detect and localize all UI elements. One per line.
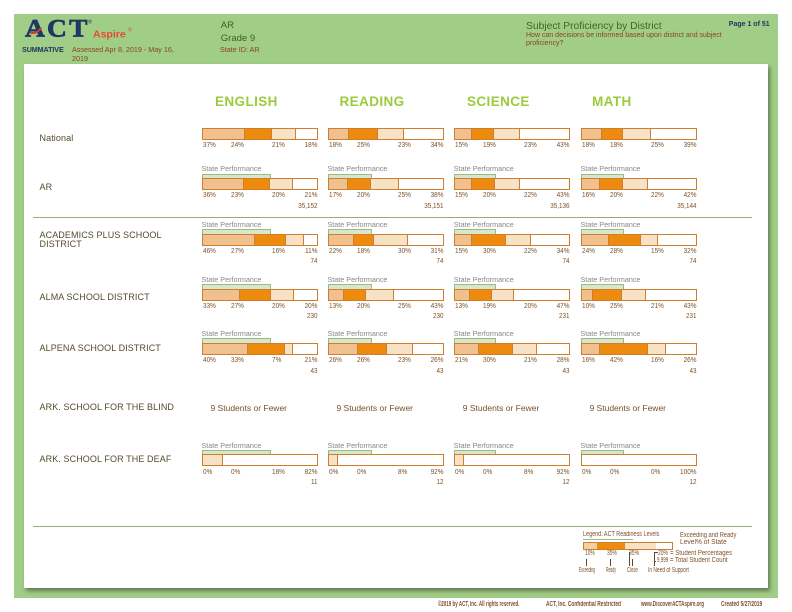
- svg-text:®: ®: [88, 19, 92, 26]
- svg-text:ACT: ACT: [25, 15, 90, 43]
- svg-text:Aspire: Aspire: [93, 28, 126, 40]
- svg-text:®: ®: [128, 27, 132, 34]
